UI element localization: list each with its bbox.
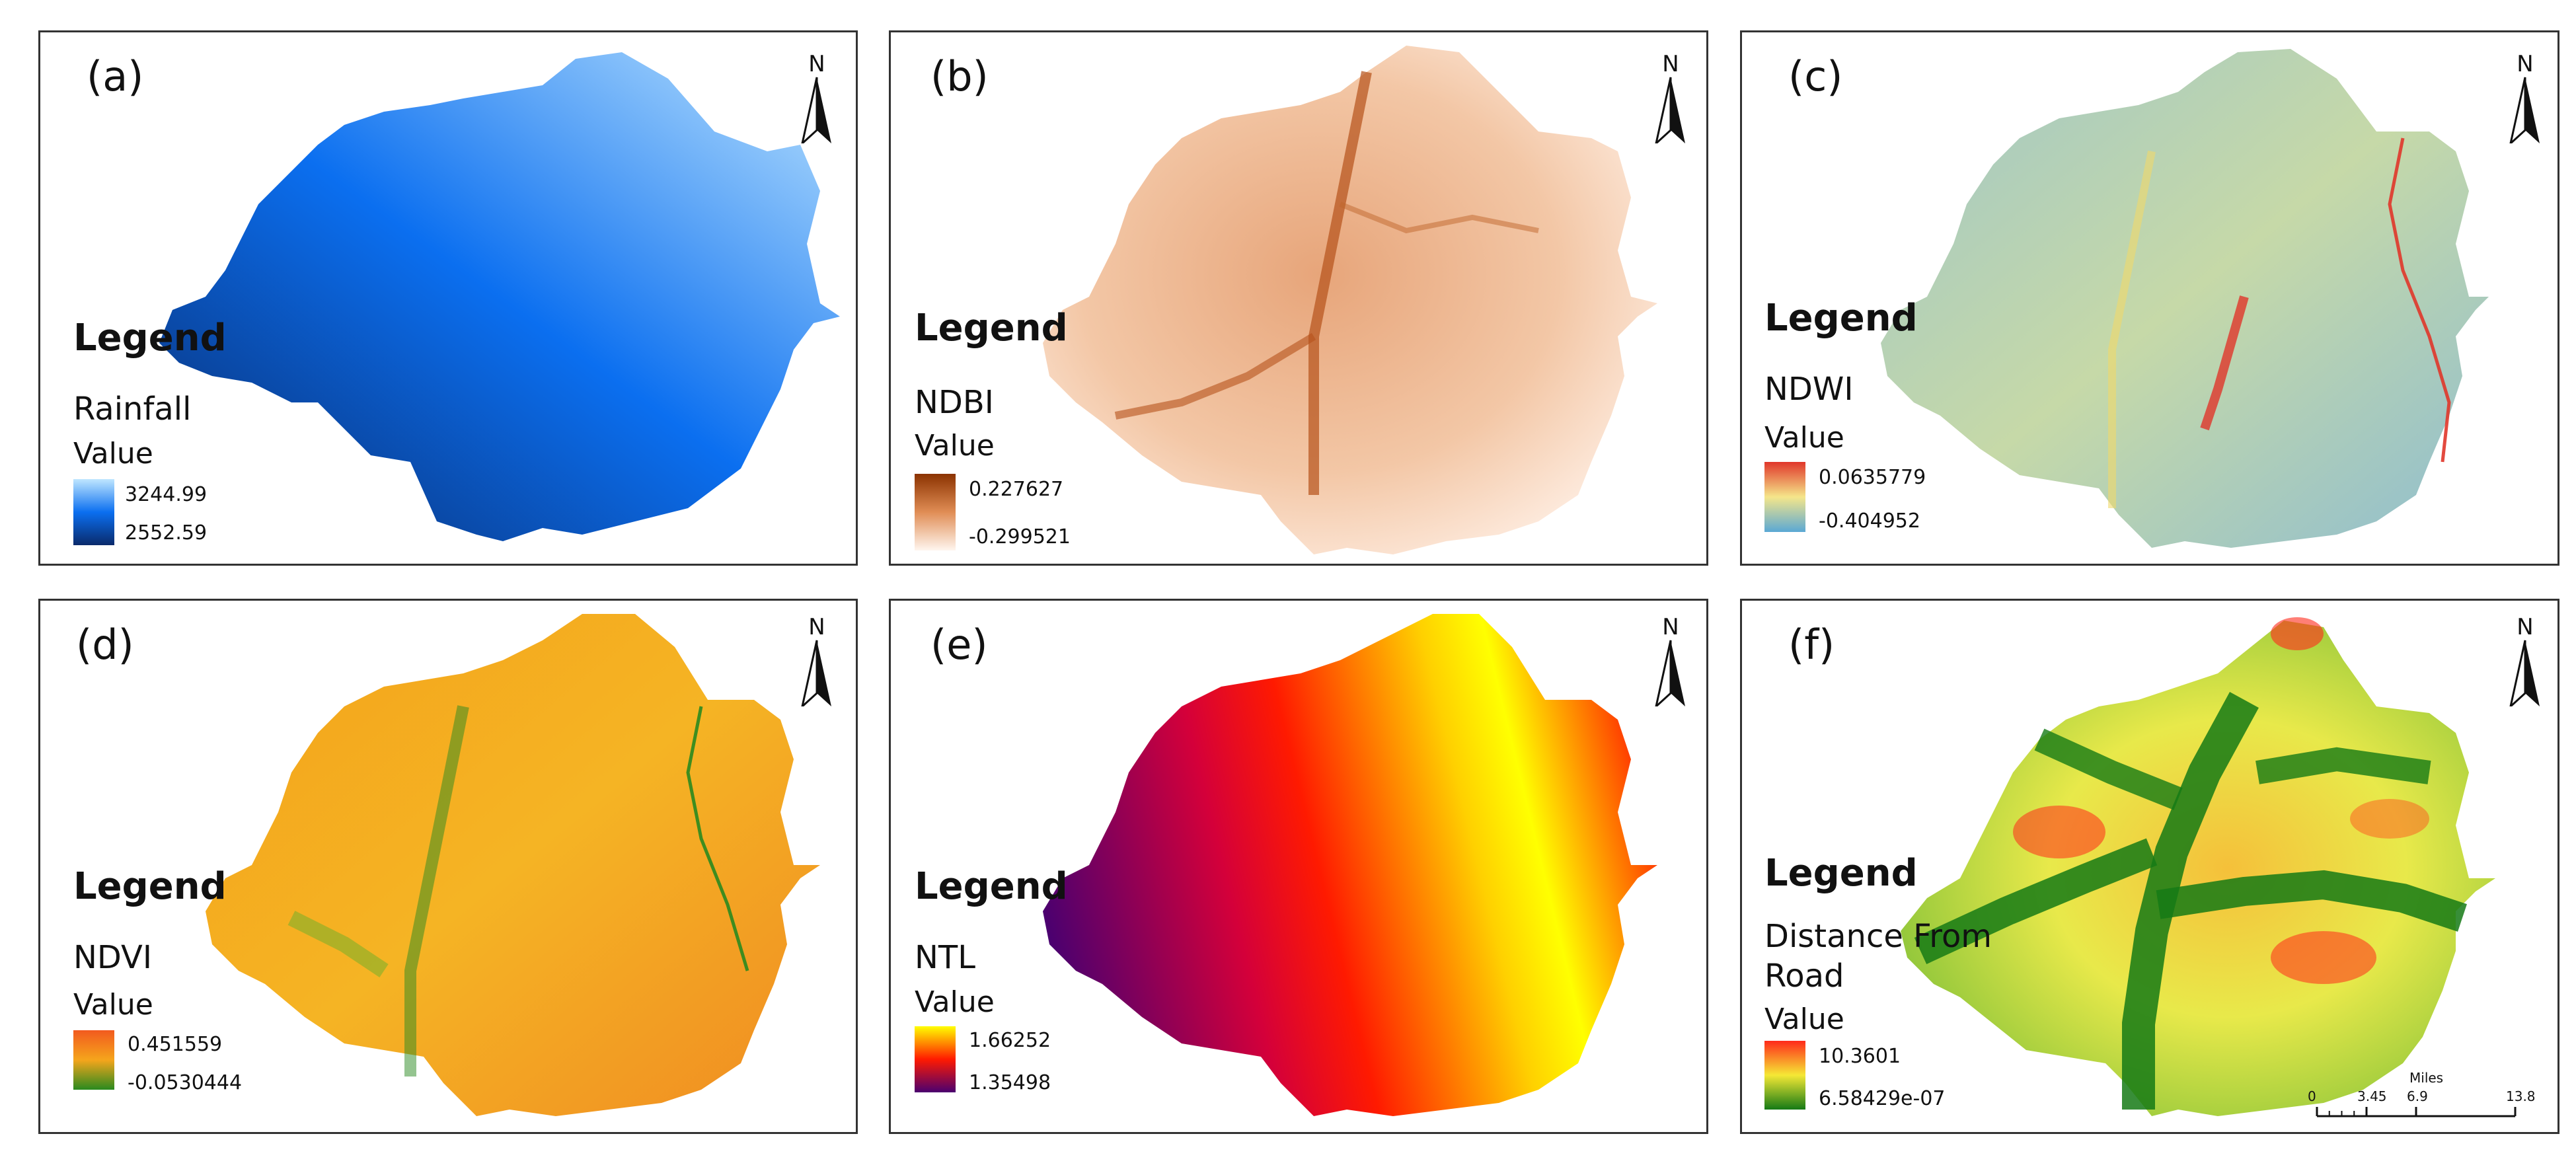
north-arrow-icon: N xyxy=(797,614,837,706)
legend-swatch xyxy=(915,1026,956,1092)
layer-name: NTL xyxy=(915,939,975,976)
map-ndbi xyxy=(1043,46,1657,554)
legend-min: -0.404952 xyxy=(1819,510,1920,533)
map-panel-c: (c) Legend NDWI Value 0.0635779 -0.40495… xyxy=(1740,30,2559,566)
layer-name: NDBI xyxy=(915,384,994,421)
north-arrow-icon: N xyxy=(2505,614,2545,706)
legend-title: Legend xyxy=(915,307,1068,350)
map-rainfall xyxy=(159,52,840,541)
north-arrow-icon: N xyxy=(1651,51,1690,143)
legend-max: 0.451559 xyxy=(128,1033,223,1056)
legend-min: 2552.59 xyxy=(125,521,208,545)
panel-label: (f) xyxy=(1788,621,1835,669)
legend-min: -0.0530444 xyxy=(128,1071,243,1094)
map-ndwi xyxy=(1881,49,2489,548)
panel-label: (e) xyxy=(930,621,988,669)
scale-line xyxy=(2316,1107,2517,1117)
legend-swatch xyxy=(73,1030,114,1090)
legend-max: 3244.99 xyxy=(125,483,208,506)
legend-swatch xyxy=(915,474,956,550)
panel-label: (d) xyxy=(76,621,134,669)
legend-min: -0.299521 xyxy=(969,525,1071,548)
scale-bar: Miles 0 3.45 6.9 13.8 xyxy=(2308,1070,2536,1117)
region-shape xyxy=(1901,621,2495,1116)
legend-max: 10.3601 xyxy=(1819,1045,1901,1068)
region-shape xyxy=(1881,49,2489,548)
legend-max: 1.66252 xyxy=(969,1029,1051,1052)
panel-label: (a) xyxy=(87,52,144,100)
map-ndvi xyxy=(206,614,820,1116)
value-label: Value xyxy=(73,988,153,1022)
value-label: Value xyxy=(915,985,995,1019)
legend-title: Legend xyxy=(73,865,227,908)
value-label: Value xyxy=(915,429,995,463)
legend-title: Legend xyxy=(1764,852,1918,895)
legend-swatch xyxy=(1764,1041,1805,1110)
legend-title: Legend xyxy=(73,317,227,359)
panel-label: (b) xyxy=(930,52,989,100)
layer-name: Rainfall xyxy=(73,391,192,428)
region-shape xyxy=(206,614,820,1116)
map-panel-a: (a) Legend Rainfall Value 3244.99 2552.5… xyxy=(38,30,858,566)
map-panel-d: (d) Legend NDVI Value 0.451559 -0.053044… xyxy=(38,599,858,1134)
scale-unit: Miles xyxy=(2409,1070,2444,1086)
map-panel-e: (e) Legend NTL Value 1.66252 1.35498 N xyxy=(889,599,1708,1134)
layer-name: NDWI xyxy=(1764,371,1854,408)
value-label: Value xyxy=(1764,1002,1844,1036)
scale-ticks: 0 3.45 6.9 13.8 xyxy=(2308,1088,2536,1104)
north-arrow-icon: N xyxy=(797,51,837,143)
scale-tick-label: 0 xyxy=(2308,1088,2316,1104)
map-panel-f: (f) Legend Distance From Road Value 10.3… xyxy=(1740,599,2559,1134)
scale-tick-label: 3.45 xyxy=(2357,1088,2387,1104)
legend-swatch xyxy=(73,479,114,545)
layer-name: NDVI xyxy=(73,939,153,976)
region-shape xyxy=(159,52,840,541)
panel-label: (c) xyxy=(1788,52,1843,100)
legend-title: Legend xyxy=(1764,297,1918,340)
map-distance-from-road xyxy=(1901,617,2495,1116)
legend-max: 0.227627 xyxy=(969,478,1064,501)
legend-min: 1.35498 xyxy=(969,1071,1051,1094)
north-arrow-icon: N xyxy=(1651,614,1690,706)
region-shape xyxy=(1043,46,1657,554)
region-shape xyxy=(1043,614,1657,1116)
legend-min: 6.58429e-07 xyxy=(1819,1087,1946,1110)
layer-name: Distance From Road xyxy=(1764,918,1992,995)
map-panel-b: (b) Legend NDBI Value 0.227627 -0.299521… xyxy=(889,30,1708,566)
legend-max: 0.0635779 xyxy=(1819,466,1926,489)
map-ntl xyxy=(1043,614,1657,1116)
legend-swatch xyxy=(1764,462,1805,532)
scale-tick-label: 6.9 xyxy=(2407,1088,2428,1104)
value-label: Value xyxy=(1764,421,1844,455)
value-label: Value xyxy=(73,437,153,471)
legend-title: Legend xyxy=(915,865,1068,908)
north-arrow-icon: N xyxy=(2505,51,2545,143)
scale-tick-label: 13.8 xyxy=(2506,1088,2536,1104)
